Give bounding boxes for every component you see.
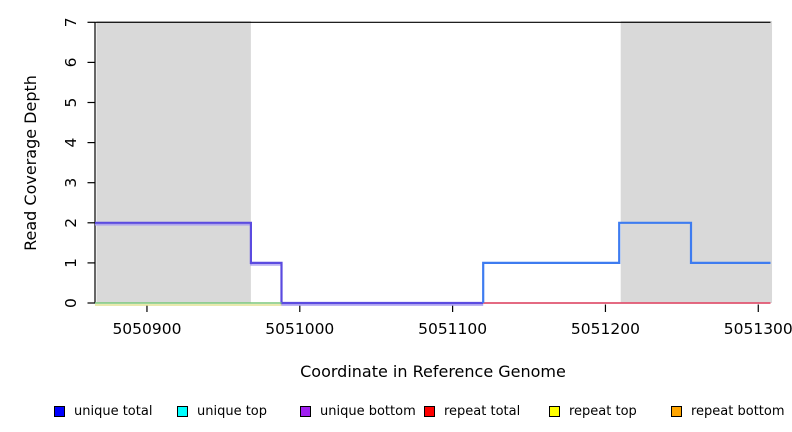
legend-swatch-icon	[671, 405, 682, 417]
legend-label: unique top	[197, 403, 268, 419]
y-tick-label: 7	[62, 17, 80, 27]
left-repeat-region-shading	[96, 21, 251, 303]
y-tick-label: 3	[62, 178, 80, 188]
x-axis-title: Coordinate in Reference Genome	[300, 362, 566, 381]
legend-item-unique-top: unique top	[177, 402, 267, 420]
legend-item-repeat-total: repeat total	[424, 402, 520, 420]
unique-coverage-steps-right-line	[482, 221, 771, 303]
x-tick-label: 5051100	[418, 320, 487, 338]
y-tick-label: 5	[62, 98, 80, 108]
legend-swatch-icon	[177, 405, 188, 417]
y-axis-title: Read Coverage Depth	[21, 75, 40, 251]
legend-swatch-icon	[300, 405, 311, 417]
legend-label: repeat top	[569, 403, 637, 419]
legend-label: repeat total	[444, 403, 521, 419]
legend: unique total unique top unique bottom repea…	[0, 402, 792, 424]
unique-coverage-steps-left-line	[95, 221, 484, 305]
legend-label: unique total	[74, 403, 153, 419]
x-tick-label: 5051300	[724, 320, 792, 338]
y-tick-label: 1	[62, 258, 80, 268]
legend-item-unique-bottom: unique bottom	[300, 402, 416, 420]
legend-swatch-icon	[54, 405, 65, 417]
y-tick-label: 6	[62, 57, 80, 67]
legend-swatch-icon	[424, 405, 435, 417]
x-tick-label: 5050900	[112, 320, 181, 338]
y-tick-label: 4	[62, 138, 80, 148]
unique-coverage-steps-left-underlay-line	[95, 224, 484, 306]
plot-area: 5050900 5051000 5051100 5051200 5051300 0 1 2 3 4…	[21, 17, 792, 381]
y-tick-label: 0	[62, 298, 80, 308]
legend-item-unique-total: unique total	[54, 402, 152, 420]
x-tick-label: 5051200	[571, 320, 640, 338]
legend-label: unique bottom	[320, 403, 416, 419]
legend-item-repeat-bottom: repeat bottom	[671, 402, 785, 420]
legend-label: repeat bottom	[691, 403, 785, 419]
legend-swatch-icon	[549, 405, 560, 417]
right-repeat-region-shading	[620, 21, 773, 303]
x-tick-label: 5051000	[265, 320, 334, 338]
legend-item-repeat-top: repeat top	[549, 402, 637, 420]
y-tick-label: 2	[62, 218, 80, 228]
plot-dynamic-layer: 5050900 5051000 5051100 5051200 5051300 0 1 2 3 4…	[62, 17, 792, 338]
